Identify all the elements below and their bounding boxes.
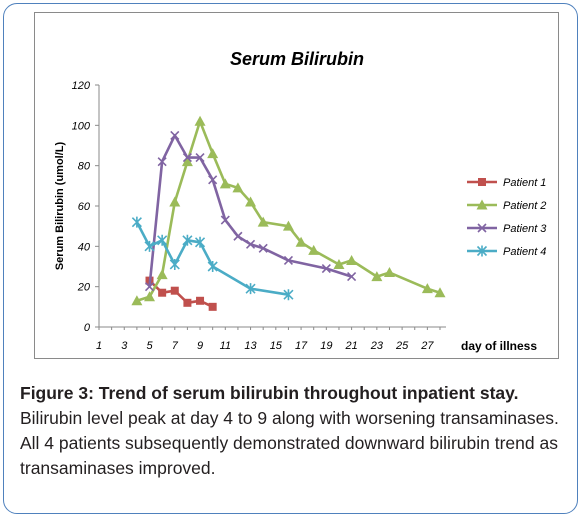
y-tick-label: 0 bbox=[84, 322, 91, 334]
data-point bbox=[207, 261, 218, 272]
legend-entry: Patient 4 bbox=[467, 245, 546, 258]
x-tick-label: 19 bbox=[320, 340, 332, 352]
data-point bbox=[371, 271, 383, 282]
data-point bbox=[434, 287, 446, 298]
data-point bbox=[182, 234, 193, 246]
caption-text: Bilirubin level peak at day 4 to 9 along… bbox=[20, 408, 559, 478]
series-4 bbox=[131, 216, 294, 301]
x-tick-label: 5 bbox=[146, 340, 153, 352]
data-point bbox=[170, 286, 179, 295]
data-point bbox=[233, 231, 243, 241]
chart-area: Serum Bilirubin 0 20 40 60 80 100 120 1 3 5 7 9 11 13 1… bbox=[34, 12, 559, 359]
data-point bbox=[170, 130, 180, 140]
legend-label: Patient 3 bbox=[503, 223, 547, 235]
y-tick-label: 120 bbox=[72, 80, 91, 92]
data-point bbox=[208, 302, 217, 311]
legend-swatch-marker bbox=[476, 245, 488, 257]
series-2 bbox=[131, 115, 446, 306]
data-point bbox=[195, 153, 205, 163]
y-tick-label: 40 bbox=[78, 241, 91, 253]
legend-label: Patient 4 bbox=[503, 246, 546, 258]
data-point bbox=[347, 272, 357, 282]
legend-label: Patient 1 bbox=[503, 177, 546, 189]
data-point bbox=[207, 148, 219, 159]
data-point bbox=[194, 115, 206, 126]
data-point bbox=[421, 283, 433, 294]
series-line bbox=[135, 221, 289, 296]
figure-caption: Figure 3: Trend of serum bilirubin throu… bbox=[20, 381, 570, 481]
data-point bbox=[169, 196, 181, 207]
data-point bbox=[144, 240, 155, 252]
data-point bbox=[196, 296, 205, 305]
data-point bbox=[383, 267, 395, 278]
y-tick-label: 80 bbox=[78, 161, 91, 173]
series-1 bbox=[145, 276, 217, 311]
legend-entry: Patient 2 bbox=[467, 199, 546, 212]
legend-entry: Patient 3 bbox=[467, 223, 547, 235]
legend-swatch-marker bbox=[476, 199, 488, 210]
series-line bbox=[136, 120, 441, 303]
data-point bbox=[183, 298, 192, 307]
x-tick-label: 23 bbox=[370, 340, 384, 352]
data-point bbox=[232, 182, 244, 193]
data-point bbox=[245, 196, 257, 207]
data-point bbox=[156, 269, 168, 280]
x-tick-label: 3 bbox=[121, 340, 128, 352]
x-tick-label: 13 bbox=[244, 340, 257, 352]
data-point bbox=[308, 244, 320, 255]
data-point bbox=[283, 289, 294, 301]
legend-swatch-marker bbox=[478, 178, 486, 186]
data-point bbox=[169, 258, 180, 270]
data-point bbox=[144, 291, 156, 302]
data-point bbox=[282, 220, 294, 231]
series-line bbox=[148, 134, 352, 287]
legend-swatch-marker bbox=[477, 223, 487, 233]
series-3 bbox=[144, 130, 357, 292]
x-tick-label: 1 bbox=[96, 340, 102, 352]
figure-title: Figure 3: Trend of serum bilirubin throu… bbox=[20, 383, 519, 403]
x-tick-label: 25 bbox=[395, 340, 409, 352]
y-axis-label: Serum Bilirubin (umol/L) bbox=[54, 142, 66, 271]
data-point bbox=[157, 157, 167, 167]
x-tick-label: 9 bbox=[197, 340, 203, 352]
data-point bbox=[157, 234, 168, 246]
x-tick-label: 27 bbox=[420, 340, 434, 352]
data-point bbox=[131, 216, 142, 228]
x-tick-label: 17 bbox=[295, 340, 308, 352]
data-point bbox=[144, 282, 155, 292]
data-point bbox=[208, 175, 218, 185]
data-point bbox=[333, 258, 345, 269]
data-point bbox=[245, 239, 256, 249]
data-point bbox=[131, 295, 143, 306]
data-point bbox=[181, 156, 193, 167]
x-tick-label: 21 bbox=[344, 340, 357, 352]
chart-title: Serum Bilirubin bbox=[230, 49, 364, 69]
data-point bbox=[257, 216, 269, 227]
x-tick-label: 15 bbox=[270, 340, 283, 352]
y-tick-label: 60 bbox=[78, 201, 91, 213]
figure-frame: Serum Bilirubin 0 20 40 60 80 100 120 1 3 5 7 9 11 13 1… bbox=[3, 3, 578, 514]
data-point bbox=[321, 263, 331, 274]
y-tick-label: 100 bbox=[72, 120, 91, 132]
data-point bbox=[346, 254, 358, 265]
data-point bbox=[158, 288, 167, 297]
legend-entry: Patient 1 bbox=[467, 177, 546, 189]
legend-label: Patient 2 bbox=[503, 200, 546, 212]
data-point bbox=[258, 243, 268, 253]
x-tick-label: 7 bbox=[172, 340, 179, 352]
y-tick-label: 20 bbox=[77, 282, 91, 294]
data-point bbox=[283, 255, 294, 266]
data-point bbox=[220, 215, 230, 225]
x-tick-label: 11 bbox=[220, 340, 231, 352]
data-point bbox=[194, 236, 206, 248]
x-axis-label: day of illness bbox=[461, 339, 537, 353]
data-point bbox=[182, 153, 192, 163]
data-point bbox=[219, 178, 231, 189]
data-point bbox=[245, 283, 256, 295]
data-point bbox=[295, 236, 307, 247]
